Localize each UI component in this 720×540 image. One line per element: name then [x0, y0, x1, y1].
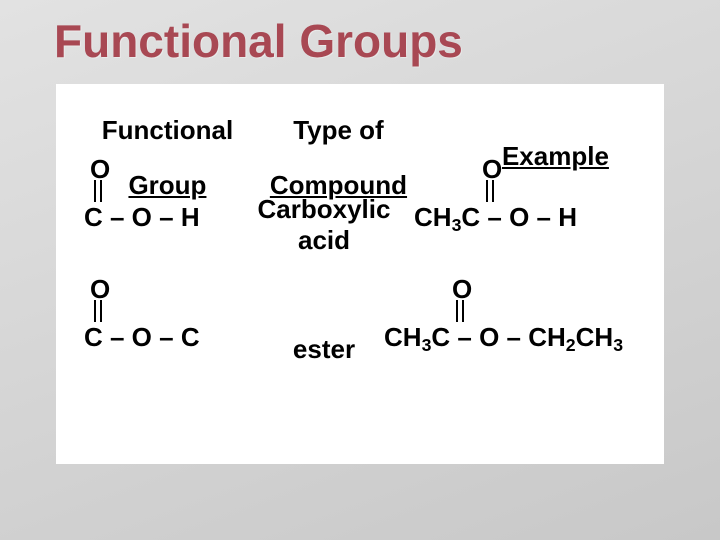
col-header-functional-group-line1: Functional [102, 115, 233, 145]
functional-group-ester: O C – O – C [84, 276, 254, 366]
chem-top-atom: O [482, 156, 502, 182]
chem-chain: CH3C – O – H [414, 204, 577, 230]
double-bond-icon [94, 180, 102, 202]
chem-structure: O C – O – C [84, 276, 254, 366]
compound-type-carboxylic-acid: Carboxylic acid [238, 194, 410, 256]
col-header-type-line1: Type of [293, 115, 384, 145]
chem-chain: C – O – C [84, 324, 200, 350]
chem-structure: O CH3C – O – CH2CH3 [384, 276, 644, 366]
double-bond-icon [94, 300, 102, 322]
double-bond-icon [486, 180, 494, 202]
chem-top-atom: O [90, 156, 110, 182]
chem-top-atom: O [90, 276, 110, 302]
chem-chain: C – O – H [84, 204, 200, 230]
functional-group-carboxylic-acid: O C – O – H [84, 156, 254, 246]
chem-structure: O C – O – H [84, 156, 254, 246]
page-title: Functional Groups [54, 14, 463, 68]
example-ester: O CH3C – O – CH2CH3 [384, 276, 644, 366]
chem-top-atom: O [452, 276, 472, 302]
double-bond-icon [456, 300, 464, 322]
chem-chain: CH3C – O – CH2CH3 [384, 324, 623, 350]
example-carboxylic-acid: O CH3C – O – H [414, 156, 674, 246]
content-panel: Functional Group Type of Compound Exampl… [56, 84, 664, 464]
chem-structure: O CH3C – O – H [414, 156, 674, 246]
